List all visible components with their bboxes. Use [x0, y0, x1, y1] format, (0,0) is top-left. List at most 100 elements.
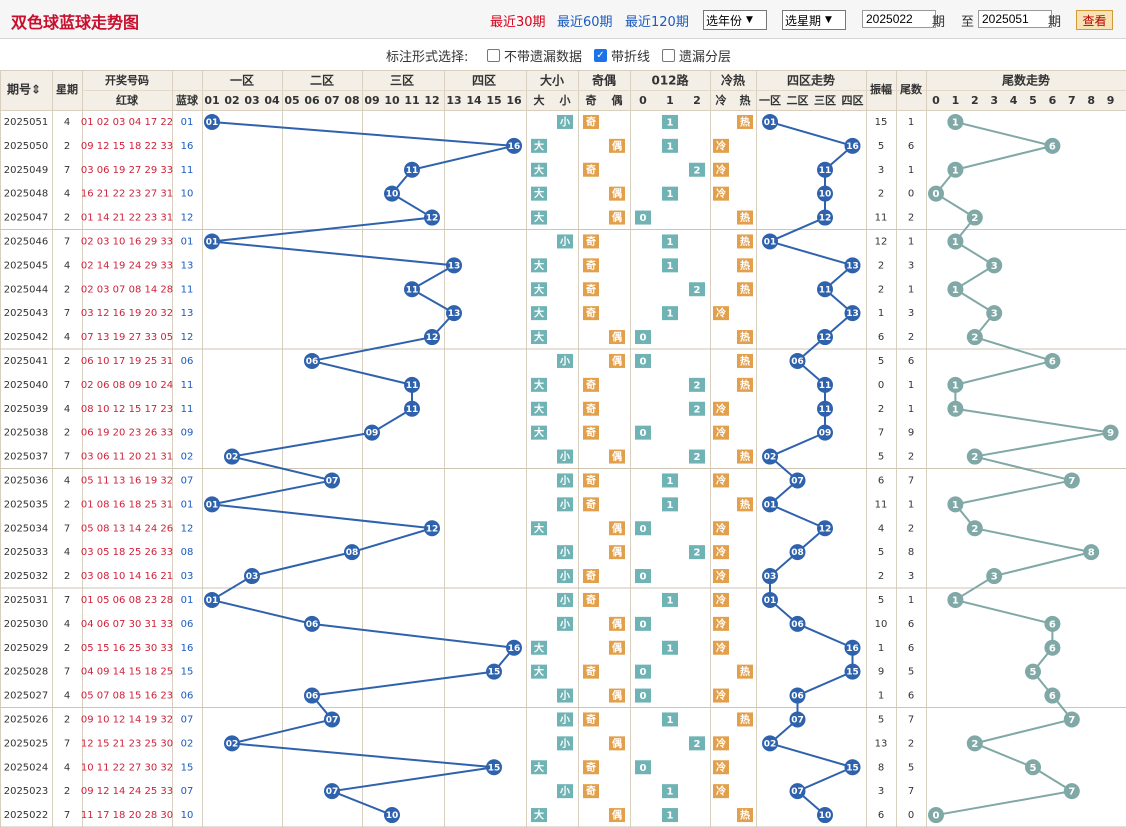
tail-marker — [966, 329, 983, 346]
range-120-link[interactable]: 最近120期 — [625, 15, 689, 30]
size-badge — [531, 425, 547, 440]
blue-ball-marker — [424, 520, 440, 537]
blue-ball-cell: 02 — [181, 452, 194, 463]
to-issue-input[interactable] — [978, 10, 1052, 28]
road-badge — [662, 138, 678, 153]
parity-badge-text: 偶 — [611, 522, 622, 535]
parity-badge-text: 奇 — [586, 570, 596, 583]
temp-badge-text: 冷 — [716, 402, 726, 415]
week-cell: 4 — [64, 189, 70, 200]
zone-marker-text: 12 — [819, 333, 832, 343]
size-badge-text: 大 — [534, 809, 544, 822]
amplitude-cell: 1 — [878, 691, 884, 702]
size-badge-text: 大 — [534, 665, 544, 678]
parity-badge-text: 偶 — [611, 641, 622, 654]
blue-ball-cell: 15 — [181, 667, 194, 678]
tail-marker — [947, 496, 964, 513]
blue-ball-marker — [304, 687, 320, 704]
temp-badge — [713, 592, 729, 607]
query-button[interactable]: 查看 — [1076, 10, 1113, 30]
zone-marker-text: 12 — [819, 524, 832, 534]
blue-ball-marker-text: 13 — [448, 261, 461, 271]
amplitude-cell: 2 — [878, 404, 884, 415]
temp-badge — [737, 664, 753, 679]
blue-ball-marker-text: 07 — [326, 476, 339, 486]
red-balls-cell: 03 05 18 25 26 33 — [81, 547, 173, 558]
zone-number-header: 04 — [264, 94, 280, 107]
size-badge — [557, 592, 573, 607]
option-no-omission[interactable]: 不带遗漏数据 — [487, 46, 582, 65]
blue-ball-marker — [486, 759, 502, 776]
blue-ball-cell: 01 — [181, 499, 194, 510]
zone-marker-text: 13 — [846, 261, 859, 271]
road-badge — [635, 210, 651, 225]
temp-badge — [713, 545, 729, 560]
option-layer[interactable]: 遗漏分层 — [662, 46, 731, 65]
blue-ball-marker — [324, 783, 340, 800]
blue-ball-marker-text: 10 — [386, 190, 399, 200]
road-badge-text: 1 — [667, 309, 674, 320]
parity-badge-text: 奇 — [586, 593, 596, 606]
amplitude-cell: 8 — [878, 762, 884, 773]
blue-ball-marker — [204, 233, 220, 250]
blue-header: 蓝球 — [176, 93, 199, 107]
zone-number-header: 10 — [384, 94, 400, 107]
zone-trend-header: 四区走势 — [787, 73, 835, 88]
tail-marker-text: 8 — [1088, 548, 1095, 559]
blue-ball-cell: 16 — [181, 141, 194, 152]
blue-ball-marker — [204, 113, 220, 130]
range-60-link[interactable]: 最近60期 — [557, 15, 613, 30]
from-issue-input[interactable] — [862, 10, 936, 28]
temp-badge-text: 热 — [740, 115, 750, 128]
week-header: 星期 — [56, 82, 78, 96]
amplitude-cell: 13 — [875, 738, 888, 749]
road-badge-text: 0 — [640, 619, 647, 630]
tail-marker-text: 2 — [971, 524, 978, 535]
period-select[interactable]: 选星期 ▼ — [782, 10, 846, 30]
red-balls-cell: 01 14 21 22 23 31 — [81, 213, 173, 224]
tail-marker — [1063, 783, 1080, 800]
tail-digit-header: 0 — [932, 94, 940, 107]
road-badge — [662, 640, 678, 655]
parity-badge-text: 奇 — [586, 761, 596, 774]
red-balls-cell: 02 03 10 16 29 33 — [81, 236, 173, 247]
tail-marker — [1102, 424, 1119, 441]
tail-marker — [1083, 544, 1100, 561]
tail-marker — [1063, 472, 1080, 489]
blue-ball-cell: 06 — [181, 619, 194, 630]
tail-marker-text: 3 — [991, 309, 998, 320]
size-badge-text: 小 — [559, 689, 570, 702]
size-badge — [531, 282, 547, 297]
issue-cell: 2025045 — [4, 260, 49, 271]
issue-cell: 2025039 — [4, 404, 49, 415]
zone-marker — [789, 615, 806, 632]
option-with-line-label: 带折线 — [611, 50, 651, 65]
blue-ball-marker — [224, 448, 240, 465]
checkbox-with-line[interactable]: ✓ — [594, 49, 607, 62]
blue-ball-marker — [304, 615, 320, 632]
zone-marker — [817, 424, 833, 441]
parity-badge — [583, 401, 599, 416]
temp-badge — [737, 234, 753, 249]
week-cell: 2 — [64, 284, 70, 295]
checkbox-no-omission[interactable] — [487, 49, 500, 62]
tail-cell: 6 — [908, 141, 914, 152]
year-select[interactable]: 选年份 ▼ — [703, 10, 767, 30]
parity-badge-text: 奇 — [586, 426, 596, 439]
zone-number-header: 09 — [364, 94, 379, 107]
parity-badge — [583, 760, 599, 775]
range-30-link[interactable]: 最近30期 — [490, 15, 546, 30]
tail-digit-header: 8 — [1087, 94, 1095, 107]
blue-ball-marker-text: 06 — [306, 620, 319, 630]
issue-cell: 2025035 — [4, 499, 49, 510]
zone-number-header: 11 — [404, 94, 419, 107]
tail-marker — [947, 591, 964, 608]
checkbox-layer[interactable] — [662, 49, 675, 62]
parity-badge — [583, 712, 599, 727]
temp-badge — [713, 760, 729, 775]
blue-ball-marker-text: 01 — [206, 596, 219, 606]
blue-ball-marker-text: 15 — [488, 763, 501, 773]
tail-digit-header: 4 — [1010, 94, 1018, 107]
tail-marker — [966, 735, 983, 752]
option-with-line[interactable]: ✓ 带折线 — [594, 46, 650, 65]
